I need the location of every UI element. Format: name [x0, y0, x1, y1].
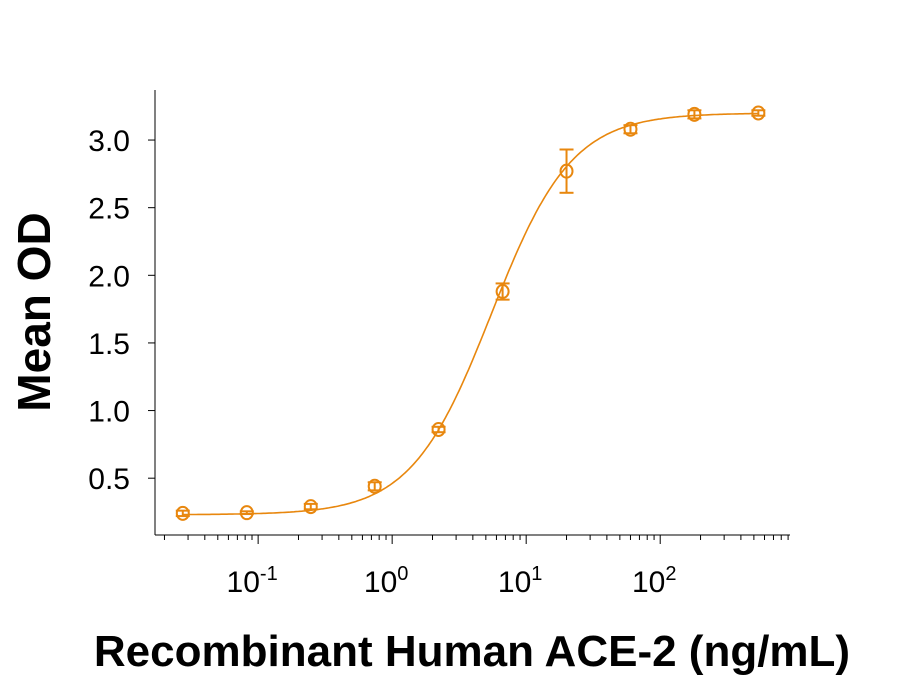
data-point [495, 282, 510, 301]
point-marker [623, 121, 638, 137]
y-tick-label: 0.5 [88, 463, 130, 496]
x-tick-label: 10-1 [227, 563, 278, 599]
point-marker [367, 478, 382, 494]
x-axis-label: Recombinant Human ACE-2 (ng/mL) [94, 627, 850, 676]
point-marker [751, 105, 766, 121]
fit-curve-group [182, 112, 759, 516]
y-tick-label: 2.5 [88, 193, 130, 226]
x-tick-label: 102 [632, 563, 677, 599]
y-tick-label: 2.0 [88, 260, 130, 293]
data-points-group [175, 105, 766, 521]
point-marker [687, 106, 702, 122]
point-marker [239, 505, 254, 521]
point-marker [559, 163, 574, 179]
data-point [559, 148, 574, 194]
data-point [687, 106, 702, 122]
data-point [303, 499, 318, 515]
data-point [431, 421, 446, 437]
data-point [367, 478, 382, 494]
point-marker [431, 421, 446, 437]
y-axis-label: Mean OD [8, 212, 60, 411]
point-marker [303, 499, 318, 515]
point-marker [175, 505, 190, 521]
x-tick-label: 100 [364, 563, 409, 599]
axes: 0.5 1.0 1.5 2.0 2.5 3.0 10-1 100 101 102 [88, 90, 790, 599]
data-point [623, 121, 638, 137]
y-tick-label: 1.0 [88, 396, 130, 429]
x-tick-label: 101 [498, 563, 543, 599]
point-marker [495, 284, 510, 300]
fit-curve [182, 112, 759, 516]
y-tick-label: 1.5 [88, 328, 130, 361]
y-tick-label: 3.0 [88, 125, 130, 158]
data-point [751, 105, 766, 121]
data-point [239, 505, 254, 521]
data-point [175, 505, 190, 521]
